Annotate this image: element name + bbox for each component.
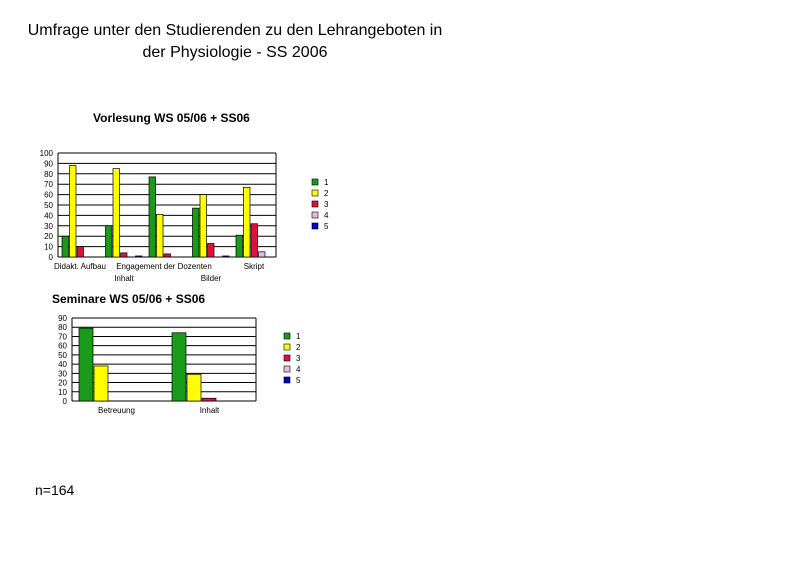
page-title-line-1: Umfrage unter den Studierenden zu den Le… xyxy=(27,22,443,39)
bar-series-2 xyxy=(112,168,120,258)
legend-label: 2 xyxy=(296,343,301,352)
legend-swatch-3 xyxy=(311,200,319,208)
bar-series-3 xyxy=(201,397,217,402)
category-label: Inhalt xyxy=(114,274,134,283)
y-tick-label: 90 xyxy=(44,159,53,168)
y-tick-label: 30 xyxy=(44,222,53,231)
category-label: Inhalt xyxy=(200,406,220,415)
legend-swatch-4 xyxy=(283,365,291,373)
bar-series-5 xyxy=(222,255,230,258)
bar-series-2 xyxy=(156,214,164,258)
legend-swatch-4 xyxy=(311,211,319,219)
legend-label: 3 xyxy=(324,200,329,209)
bar-series-1 xyxy=(61,235,69,258)
bar-series-2 xyxy=(199,194,207,258)
y-tick-label: 100 xyxy=(40,149,54,158)
bar-series-4 xyxy=(258,251,266,258)
page-title: Umfrage unter den Studierenden zu den Le… xyxy=(0,20,470,64)
legend-swatch-1 xyxy=(283,332,291,340)
category-label: Skript xyxy=(244,262,265,271)
category-label: Bilder xyxy=(201,274,222,283)
bar-series-1 xyxy=(105,225,113,258)
y-tick-label: 40 xyxy=(58,360,67,369)
bar-series-1 xyxy=(78,327,94,402)
legend-swatch-3 xyxy=(283,354,291,362)
legend-swatch-2 xyxy=(311,189,319,197)
y-tick-label: 50 xyxy=(44,201,53,210)
legend-swatch-2 xyxy=(283,343,291,351)
bar-series-2 xyxy=(243,186,251,258)
bar-series-5 xyxy=(135,255,143,258)
y-tick-label: 70 xyxy=(58,332,67,341)
legend-label: 5 xyxy=(324,222,329,231)
y-tick-label: 50 xyxy=(58,351,67,360)
y-tick-label: 0 xyxy=(49,253,54,262)
y-tick-label: 60 xyxy=(44,191,53,200)
bar-series-1 xyxy=(171,332,187,402)
bar-series-3 xyxy=(250,223,258,258)
bar-series-1 xyxy=(148,176,156,258)
category-label: Betreuung xyxy=(98,406,135,415)
y-tick-label: 20 xyxy=(44,232,53,241)
bar-series-3 xyxy=(76,246,84,258)
legend-label: 3 xyxy=(296,354,301,363)
legend-swatch-5 xyxy=(283,376,291,384)
bar-series-3 xyxy=(120,252,128,258)
y-tick-label: 20 xyxy=(58,379,67,388)
y-tick-label: 10 xyxy=(58,388,67,397)
y-tick-label: 80 xyxy=(58,323,67,332)
legend-label: 5 xyxy=(296,376,301,385)
lecture-chart-title: Vorlesung WS 05/06 + SS06 xyxy=(93,111,250,125)
y-tick-label: 10 xyxy=(44,243,53,252)
y-tick-label: 70 xyxy=(44,180,53,189)
bar-series-3 xyxy=(163,253,171,258)
legend-label: 1 xyxy=(324,178,329,187)
y-tick-label: 40 xyxy=(44,211,53,220)
legend-swatch-5 xyxy=(311,222,319,230)
legend-label: 2 xyxy=(324,189,329,198)
sample-size-note: n=164 xyxy=(35,482,75,498)
category-label: Engagement der Dozenten xyxy=(116,262,212,271)
bar-series-2 xyxy=(93,365,109,402)
y-tick-label: 30 xyxy=(58,369,67,378)
y-tick-label: 0 xyxy=(63,397,68,406)
bar-series-1 xyxy=(235,234,243,258)
bar-series-1 xyxy=(192,207,200,258)
bar-series-3 xyxy=(207,243,215,258)
y-tick-label: 80 xyxy=(44,170,53,179)
legend-label: 4 xyxy=(324,211,329,220)
page-title-line-2: der Physiologie - SS 2006 xyxy=(142,44,328,61)
legend-label: 1 xyxy=(296,332,301,341)
legend-label: 4 xyxy=(296,365,301,374)
y-tick-label: 60 xyxy=(58,342,67,351)
legend-swatch-1 xyxy=(311,178,319,186)
bar-series-2 xyxy=(69,165,77,258)
category-label: Didakt. Aufbau xyxy=(54,262,106,271)
seminar-chart-title: Seminare WS 05/06 + SS06 xyxy=(52,292,206,306)
bar-series-2 xyxy=(186,373,202,402)
y-tick-label: 90 xyxy=(58,314,67,323)
